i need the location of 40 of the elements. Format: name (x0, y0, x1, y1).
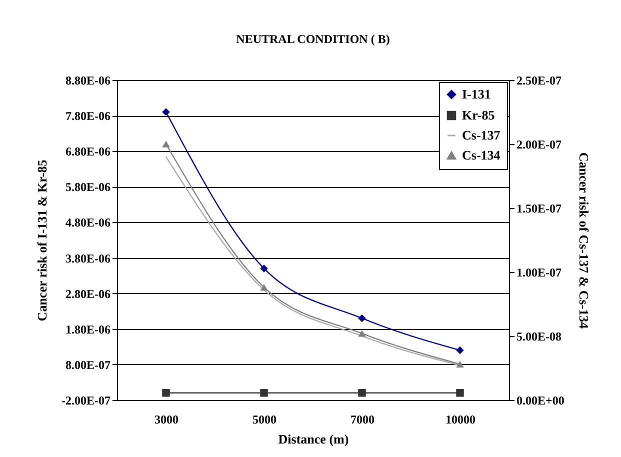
y-tick-label: 1.80E-06 (66, 322, 110, 336)
y-tick-label: -2.00E-07 (62, 394, 110, 408)
y-tick-label: 3.80E-06 (66, 251, 110, 266)
legend-label: Cs-137 (462, 128, 501, 142)
point (162, 108, 170, 116)
y2-tick-label: 0.00E+00 (516, 394, 564, 408)
y-tick-label: 5.80E-06 (66, 180, 110, 194)
point (260, 389, 268, 397)
x-tick-label: 7000 (350, 412, 374, 426)
y-tick-label: 4.80E-06 (66, 216, 110, 230)
point (358, 330, 366, 337)
point (162, 140, 170, 148)
y-tick-label: 7.80E-06 (66, 109, 110, 124)
point (162, 389, 170, 397)
point (456, 346, 464, 354)
y-tick-label: 6.80E-06 (66, 144, 110, 159)
legend-label: I-131 (462, 86, 491, 102)
x-tick-label: 3000 (154, 412, 178, 426)
legend-label: Cs-134 (462, 148, 501, 162)
chart-title: NEUTRAL CONDITION ( B) (236, 32, 390, 46)
y2-axis-title: Cancer risk of Cs-137 & Cs-134 (576, 152, 592, 330)
x-tick-label: 10000 (446, 412, 476, 426)
y2-tick-label: 2.00E-07 (516, 138, 562, 152)
y-tick-label: 2.80E-06 (66, 286, 110, 301)
y-axis-title: Cancer risk of I-131 & Kr-85 (34, 159, 50, 322)
x-tick-label: 5000 (252, 412, 276, 426)
y2-tick-label: 1.00E-07 (516, 266, 562, 280)
legend-label: Kr-85 (462, 108, 496, 122)
point (358, 314, 366, 322)
point (456, 389, 464, 397)
point (358, 389, 366, 397)
y2-tick-label: 5.00E-08 (516, 330, 562, 344)
y-tick-label: 8.00E-07 (66, 358, 110, 372)
point (260, 284, 268, 291)
y2-tick-label: 2.50E-07 (516, 74, 562, 88)
point (260, 264, 268, 272)
point (456, 360, 464, 368)
y2-tick-label: 1.50E-07 (516, 202, 562, 216)
y-tick-label: 8.80E-06 (66, 74, 110, 88)
x-axis-title: Distance (m) (278, 432, 349, 446)
